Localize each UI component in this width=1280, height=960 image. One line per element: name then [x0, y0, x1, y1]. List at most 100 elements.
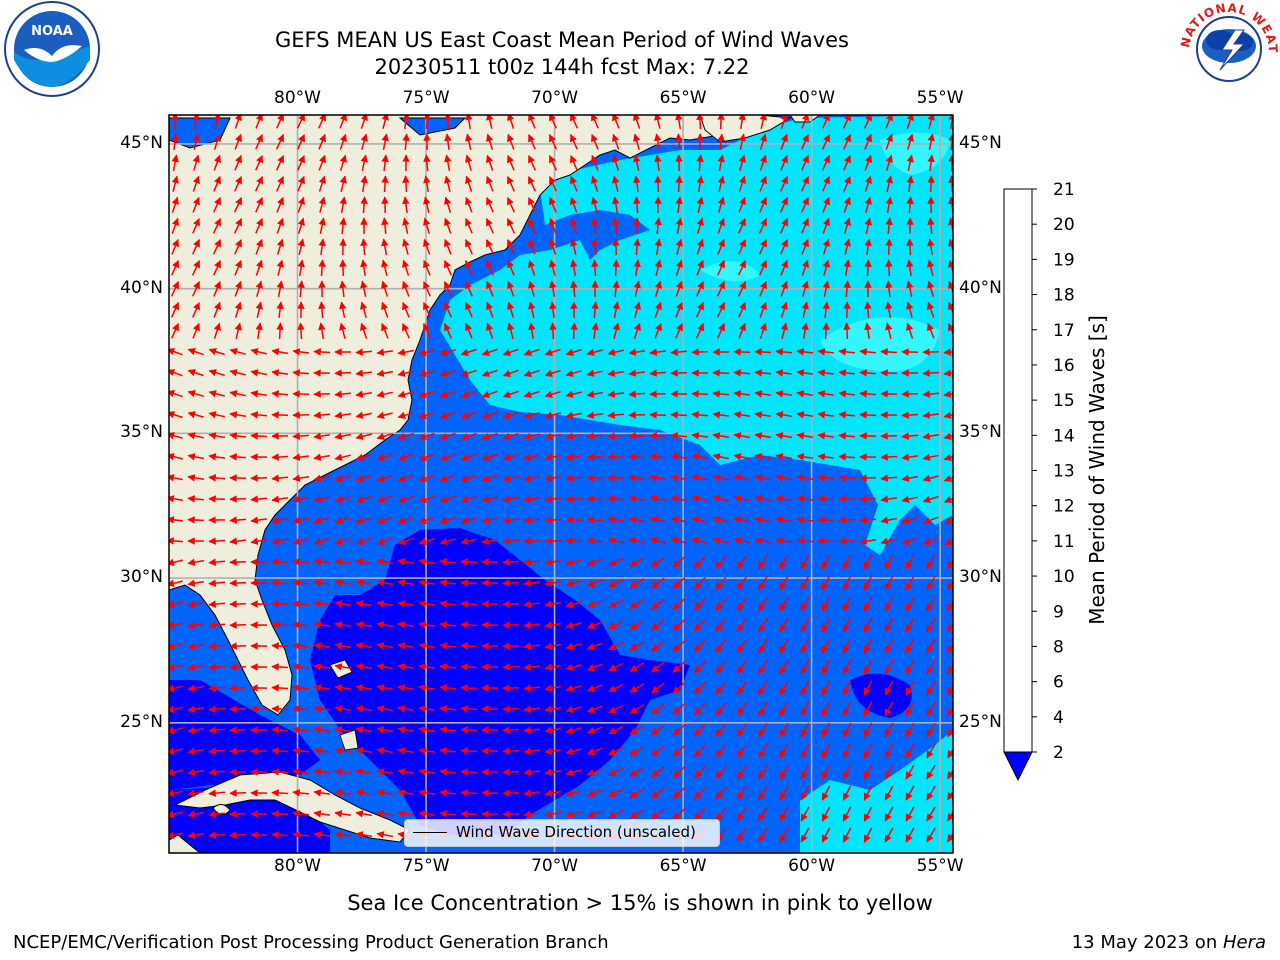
wind-wave-arrow: [612, 280, 620, 297]
wind-wave-arrow: [612, 301, 620, 319]
wind-wave-arrow: [544, 348, 561, 356]
wind-wave-arrow: [948, 323, 953, 336]
land-north-america: [169, 115, 761, 716]
wind-wave-arrow: [229, 642, 247, 650]
wind-wave-arrow: [339, 154, 347, 171]
wind-wave-arrow: [608, 683, 624, 693]
wind-wave-arrow: [570, 322, 578, 340]
wind-wave-arrow: [296, 115, 305, 129]
wind-wave-arrow: [565, 453, 582, 461]
wind-wave-arrow: [460, 747, 478, 755]
wind-wave-arrow: [313, 642, 331, 650]
wind-wave-arrow: [423, 281, 431, 297]
wind-wave-arrow: [187, 390, 204, 398]
wind-wave-arrow: [905, 701, 915, 717]
wind-wave-arrow: [927, 259, 935, 276]
wind-wave-arrow: [591, 154, 599, 171]
wind-wave-arrow: [717, 196, 725, 213]
wind-wave-arrow: [376, 684, 394, 692]
wind-wave-arrow: [318, 238, 326, 256]
wind-wave-arrow: [276, 301, 284, 318]
wind-wave-arrow: [418, 663, 436, 671]
wind-wave-arrow: [780, 280, 788, 297]
wind-wave-arrow: [780, 133, 788, 150]
wind-wave-arrow: [736, 576, 748, 591]
wind-wave-arrow: [800, 575, 810, 591]
wind-wave-arrow: [418, 621, 436, 629]
wind-wave-arrow: [821, 680, 831, 696]
wind-wave-arrow: [922, 369, 940, 377]
wind-wave-arrow: [313, 390, 331, 398]
colorbar-under-extension: [1003, 751, 1033, 782]
wind-wave-arrow: [192, 218, 200, 234]
wind-wave-arrow: [586, 558, 603, 566]
wind-wave-arrow: [838, 369, 855, 377]
wind-wave-arrow: [208, 600, 226, 608]
wind-wave-arrow: [485, 239, 495, 255]
wind-wave-arrow: [439, 621, 457, 629]
wind-wave-arrow: [339, 301, 347, 319]
wind-wave-arrow: [355, 684, 373, 692]
wind-wave-arrow: [715, 639, 727, 653]
wind-wave-arrow: [481, 390, 498, 398]
wind-wave-arrow: [355, 537, 372, 545]
wind-wave-arrow: [922, 516, 939, 524]
wind-wave-arrow: [355, 558, 373, 566]
wind-wave-arrow: [948, 259, 953, 274]
wind-wave-arrow: [738, 175, 746, 192]
wind-wave-arrow: [675, 323, 683, 339]
wind-wave-arrow: [334, 600, 352, 608]
wind-wave-arrow: [712, 432, 730, 440]
wind-wave-arrow: [397, 348, 415, 356]
wind-wave-arrow: [570, 280, 578, 298]
wind-wave-arrow: [758, 680, 768, 696]
wind-wave-arrow: [187, 453, 205, 461]
wind-wave-arrow: [549, 176, 557, 192]
wind-wave-arrow: [565, 432, 583, 440]
lon-tick-label-bottom: 70°W: [531, 856, 579, 876]
wind-wave-arrow: [523, 558, 541, 566]
wind-wave-arrow: [376, 537, 393, 545]
wind-wave-arrow: [402, 196, 410, 214]
wind-wave-arrow: [649, 369, 667, 377]
wind-wave-arrow: [397, 726, 415, 734]
wind-wave-arrow: [339, 259, 347, 277]
wind-wave-arrow: [884, 722, 894, 738]
wind-wave-arrow: [608, 662, 624, 672]
wind-wave-arrow: [360, 280, 368, 297]
wind-wave-arrow: [880, 537, 897, 545]
wind-wave-arrow: [780, 154, 788, 171]
wind-wave-arrow: [292, 453, 309, 461]
wind-wave-arrow: [758, 617, 768, 633]
wind-wave-arrow: [736, 639, 748, 654]
wind-wave-arrow: [754, 432, 772, 440]
wind-wave-arrow: [212, 239, 222, 255]
wind-wave-arrow: [397, 369, 414, 377]
wind-wave-arrow: [885, 280, 893, 298]
wind-wave-arrow: [758, 659, 768, 675]
wind-wave-arrow: [926, 659, 936, 675]
colorbar-frame: [1003, 188, 1033, 753]
wind-wave-arrow: [796, 537, 814, 545]
lon-grid-lines: [296, 115, 941, 853]
wind-wave-arrow: [169, 600, 183, 608]
wind-wave-arrow: [672, 661, 686, 673]
wind-wave-arrow: [926, 554, 936, 570]
wind-wave-arrow: [759, 175, 767, 192]
wind-wave-arrow: [759, 301, 767, 318]
wind-wave-arrow: [292, 747, 310, 755]
wind-wave-arrow: [460, 810, 478, 818]
wind-wave-arrow: [864, 154, 872, 171]
wind-wave-arrow: [691, 411, 709, 419]
wind-wave-arrow: [355, 600, 373, 608]
wind-wave-arrow: [208, 453, 226, 461]
wind-wave-arrow: [460, 537, 477, 545]
wind-wave-arrow: [397, 537, 414, 545]
wind-wave-arrow: [439, 726, 457, 734]
wind-wave-arrow: [943, 432, 953, 440]
wind-wave-arrow: [528, 238, 536, 255]
wind-wave-arrow: [313, 579, 331, 587]
wind-wave-arrow: [591, 322, 599, 340]
wind-wave-arrow: [859, 390, 877, 398]
wind-wave-arrow: [381, 280, 389, 297]
